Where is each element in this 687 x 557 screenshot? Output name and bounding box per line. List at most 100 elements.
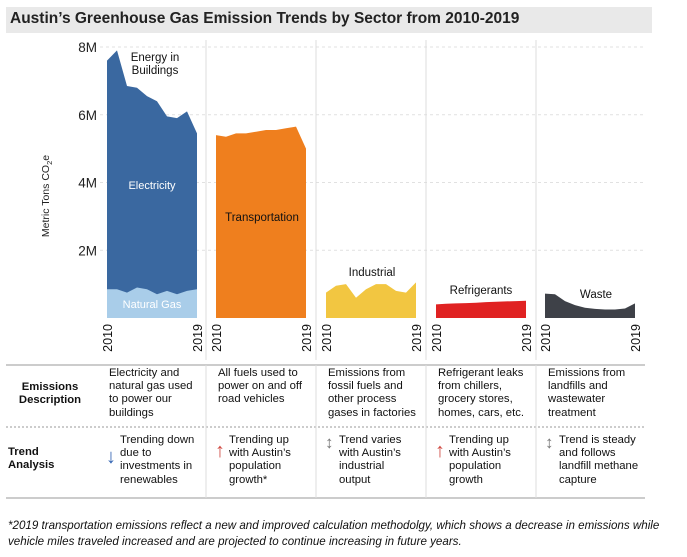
trend-cell: Trend varies with Austin’s industrial outpu… bbox=[339, 434, 431, 487]
trend-line: due to bbox=[120, 447, 152, 460]
area-refrigerants bbox=[436, 300, 526, 318]
y-axis-title: Metric Tons CO2e bbox=[40, 155, 54, 237]
y-axis-title-main: Metric Tons CO bbox=[40, 165, 52, 237]
description-cell: Refrigerant leaks from chillers, grocery s… bbox=[438, 367, 538, 420]
chart-title: Austin’s Greenhouse Gas Emission Trends … bbox=[10, 10, 520, 27]
trend-cell: Trending up with Austin’s population growth… bbox=[229, 434, 321, 487]
trend-line: renewables bbox=[120, 473, 178, 486]
description-line: homes, cars, etc. bbox=[438, 406, 525, 419]
y-tick-label: 8M bbox=[78, 40, 97, 55]
description-line: All fuels used to bbox=[218, 367, 298, 379]
trend-steady-icon: ↕ bbox=[545, 433, 554, 452]
trend-line: Trend varies bbox=[339, 434, 402, 446]
trend-line: growth* bbox=[229, 473, 268, 486]
area-waste bbox=[545, 293, 635, 318]
trend-line: with Austin’s bbox=[229, 447, 291, 460]
x-tick-label: 2019 bbox=[191, 324, 205, 352]
y-tick-label: 2M bbox=[78, 243, 97, 258]
x-tick-label: 2010 bbox=[430, 324, 444, 352]
x-tick-label: 2010 bbox=[320, 324, 334, 352]
trend-line: landfill methane bbox=[559, 460, 639, 473]
trend-line: capture bbox=[559, 473, 597, 486]
description-cell: All fuels used to power on and off road ve… bbox=[218, 367, 318, 407]
panel-transportation: Transportation 2010 2019 bbox=[210, 126, 314, 352]
trend-line: investments in bbox=[120, 460, 193, 473]
description-line: Emissions from bbox=[328, 367, 406, 379]
area-transportation bbox=[216, 126, 306, 318]
description-cell: Electricity and natural gas used to power … bbox=[109, 367, 209, 420]
trend-varies-icon: ↕ bbox=[325, 433, 334, 452]
trend-line: growth bbox=[449, 473, 483, 486]
x-tick-label: 2019 bbox=[629, 324, 643, 352]
x-tick-label: 2010 bbox=[210, 324, 224, 352]
description-line: natural gas used bbox=[109, 380, 193, 393]
row-header-trend-line: Analysis bbox=[8, 459, 55, 472]
description-line: treatment bbox=[548, 406, 596, 419]
x-tick-label: 2019 bbox=[410, 324, 424, 352]
description-line: power on and off bbox=[218, 380, 302, 393]
description-line: wastewater bbox=[548, 393, 606, 406]
area-industrial bbox=[326, 282, 416, 318]
row-header-description-line: Description bbox=[18, 394, 82, 407]
trend-up-icon: ↑ bbox=[435, 440, 445, 462]
sector-label-line: Energy in bbox=[131, 52, 180, 64]
x-tick-label: 2010 bbox=[101, 324, 115, 352]
description-line: Emissions from bbox=[548, 367, 626, 379]
description-cell: Emissions from landfills and wastewater tre… bbox=[548, 367, 648, 420]
sector-label: Energy in Buildings bbox=[131, 52, 180, 77]
y-axis: 2M 4M 6M 8M bbox=[78, 40, 97, 258]
trend-line: with Austin’s bbox=[449, 447, 511, 460]
series-label: Natural Gas bbox=[123, 299, 182, 311]
sector-label: Refrigerants bbox=[450, 285, 513, 297]
trend-line: Trending up bbox=[229, 434, 289, 446]
panel-waste: Waste 2010 2019 bbox=[539, 289, 643, 352]
description-line: landfills and bbox=[548, 380, 608, 393]
panel-industrial: Industrial 2010 2019 bbox=[320, 267, 424, 352]
description-line: road vehicles bbox=[218, 393, 285, 406]
series-label: Electricity bbox=[128, 180, 176, 192]
sector-label: Transportation bbox=[225, 212, 299, 224]
sector-label-line: Buildings bbox=[132, 65, 179, 77]
description-line: gases in factories bbox=[328, 406, 416, 419]
area-natural-gas bbox=[107, 287, 197, 318]
row-header-description: Emissions Description bbox=[10, 381, 90, 407]
x-tick-label: 2010 bbox=[539, 324, 553, 352]
description-line: Refrigerant leaks bbox=[438, 367, 524, 379]
sector-label: Waste bbox=[580, 289, 612, 301]
trend-line: Trending down bbox=[120, 434, 195, 446]
sector-panels: Energy in Buildings Electricity Natural Gas… bbox=[101, 50, 643, 352]
row-header-trend: Trend Analysis bbox=[8, 446, 70, 472]
y-axis-title-end: e bbox=[40, 155, 52, 161]
trend-down-icon: ↓ bbox=[106, 446, 116, 468]
panel-refrigerants: Refrigerants 2010 2019 bbox=[430, 285, 534, 352]
trend-line: population bbox=[229, 460, 282, 473]
panel-energy-in-buildings: Energy in Buildings Electricity Natural Gas… bbox=[101, 50, 205, 352]
trend-line: and follows bbox=[559, 447, 616, 460]
x-tick-label: 2019 bbox=[300, 324, 314, 352]
area-electricity bbox=[107, 50, 197, 319]
footnote: *2019 transportation emissions reflect a… bbox=[8, 519, 660, 548]
trend-line: output bbox=[339, 473, 371, 486]
y-tick-label: 6M bbox=[78, 108, 97, 123]
trend-cell: Trending up with Austin’s population growth bbox=[449, 434, 541, 487]
trend-cell: Trend is steady and follows landfill metha… bbox=[559, 434, 651, 487]
y-axis-title-sub: 2 bbox=[45, 161, 54, 165]
x-tick-label: 2019 bbox=[520, 324, 534, 352]
trend-line: Trending up bbox=[449, 434, 509, 446]
description-line: from chillers, bbox=[438, 380, 503, 393]
description-line: Electricity and bbox=[109, 367, 180, 379]
description-line: buildings bbox=[109, 406, 154, 419]
row-dividers bbox=[6, 364, 645, 499]
description-cell: Emissions from fossil fuels and other proc… bbox=[328, 367, 428, 420]
trend-up-icon: ↑ bbox=[215, 440, 225, 462]
row-header-trend-line: Trend bbox=[8, 446, 39, 458]
trend-line: Trend is steady bbox=[559, 434, 636, 446]
trend-line: with Austin’s bbox=[339, 447, 401, 460]
description-line: to power our bbox=[109, 393, 172, 406]
trend-line: industrial bbox=[339, 460, 385, 473]
row-header-description-line: Emissions bbox=[21, 381, 79, 393]
title-bar bbox=[6, 7, 652, 33]
trend-line: population bbox=[449, 460, 502, 473]
description-line: other process bbox=[328, 393, 397, 406]
